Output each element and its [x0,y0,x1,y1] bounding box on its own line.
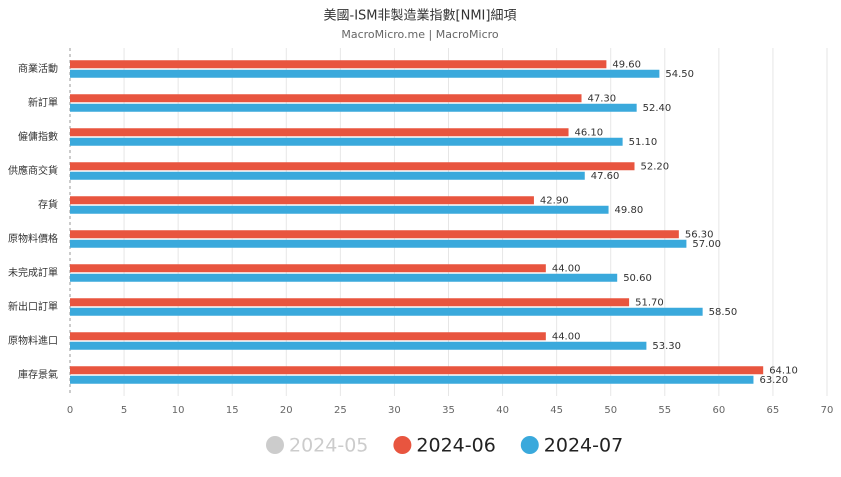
x-tick-label: 50 [604,405,617,416]
x-tick-label: 65 [767,405,780,416]
x-tick-label: 15 [226,405,239,416]
bar [70,366,764,375]
bar [70,69,660,78]
bar [70,239,687,248]
value-label: 47.30 [588,93,617,104]
x-tick-label: 40 [496,405,509,416]
bar [70,94,582,103]
bar [70,162,635,171]
legend-marker[interactable] [266,436,284,454]
y-tick-label: 未完成訂單 [8,266,58,279]
value-label: 51.70 [635,297,664,308]
value-label: 49.60 [612,59,641,70]
bar [70,341,647,350]
y-tick-label: 供應商交貨 [8,164,58,177]
value-label: 52.20 [641,161,670,172]
value-label: 54.50 [665,69,694,80]
legend-marker[interactable] [520,436,539,454]
bar [70,171,585,180]
x-tick-label: 55 [658,405,671,416]
value-label: 42.90 [540,195,569,206]
bar [70,103,637,112]
bar [70,332,546,341]
legend-label[interactable]: 2024-07 [544,435,623,457]
bar [70,230,679,239]
value-label: 49.80 [615,205,644,216]
bar [70,196,534,205]
bar [70,298,630,307]
bar [70,375,754,384]
x-tick-label: 20 [280,405,293,416]
value-label: 44.00 [552,331,581,342]
value-label: 58.50 [709,307,738,318]
legend-label[interactable]: 2024-06 [416,435,495,457]
x-tick-label: 25 [334,405,347,416]
value-label: 50.60 [623,273,652,284]
value-label: 46.10 [575,127,604,138]
legend-marker[interactable] [393,436,412,454]
y-tick-label: 新訂單 [28,96,58,109]
x-tick-label: 45 [550,405,563,416]
x-tick-label: 10 [172,405,185,416]
y-tick-label: 原物料價格 [8,232,58,245]
bar [70,264,546,273]
bar [70,137,623,146]
x-tick-label: 35 [442,405,455,416]
y-tick-label: 庫存景氣 [18,368,58,381]
bar [70,307,703,316]
value-label: 64.10 [769,365,798,376]
bar [70,128,569,137]
y-tick-label: 存貨 [38,198,58,211]
x-tick-label: 60 [712,405,725,416]
chart-subtitle: MacroMicro.me | MacroMicro [341,28,499,41]
value-label: 47.60 [591,171,620,182]
y-tick-label: 新出口訂單 [8,300,58,313]
value-label: 52.40 [643,103,672,114]
chart-title: 美國-ISM非製造業指數[NMI]細項 [324,8,517,24]
x-tick-label: 0 [67,405,73,416]
value-label: 57.00 [692,239,721,250]
value-label: 44.00 [552,263,581,274]
x-tick-label: 70 [821,405,834,416]
value-label: 63.20 [759,375,788,386]
value-label: 53.30 [652,341,681,352]
value-label: 56.30 [685,229,714,240]
y-tick-label: 原物料進口 [8,334,58,347]
x-tick-label: 5 [121,405,127,416]
value-label: 51.10 [629,137,658,148]
y-tick-label: 商業活動 [18,62,58,75]
bar [70,60,607,69]
bar [70,205,609,214]
bar [70,273,618,282]
legend-label[interactable]: 2024-05 [289,435,368,457]
y-tick-label: 僱傭指數 [18,130,58,143]
x-tick-label: 30 [388,405,401,416]
